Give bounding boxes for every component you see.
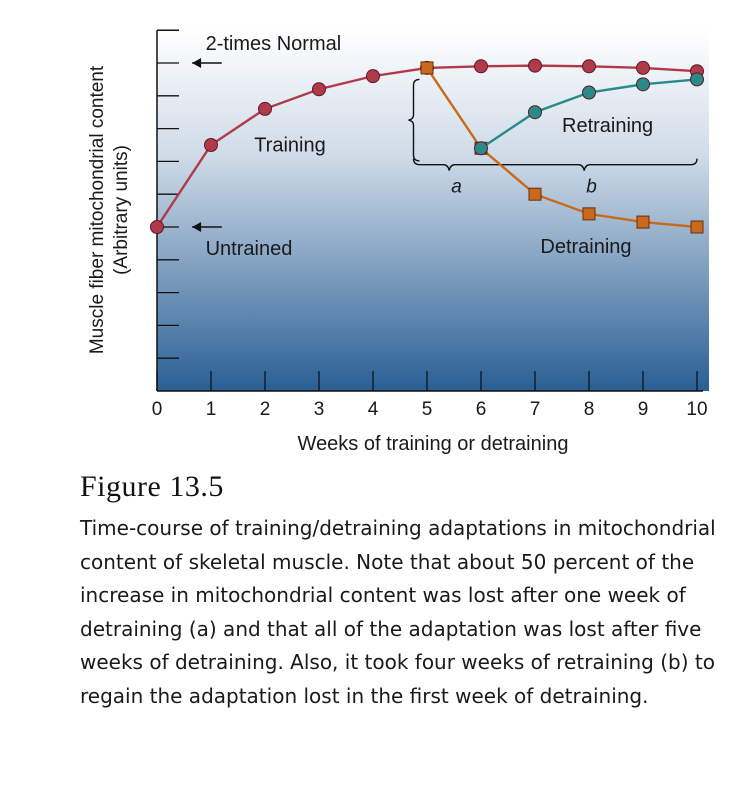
- x-tick-label: 3: [314, 399, 325, 420]
- data-point: [636, 215, 650, 229]
- x-tick-label: 9: [638, 399, 649, 420]
- data-point: [582, 59, 596, 74]
- x-tick-label: 4: [368, 399, 379, 420]
- x-axis-label: Weeks of training or detraining: [298, 433, 569, 455]
- annotation-two-times-normal: 2-times Normal: [206, 33, 342, 55]
- data-point: [204, 138, 218, 152]
- series-line-detraining: [426, 67, 698, 229]
- data-point: [474, 59, 488, 74]
- series-label-detraining: Detraining: [540, 236, 631, 258]
- x-tick-label: 0: [152, 399, 163, 420]
- y-axis-label: Muscle fiber mitochondrial content: [87, 65, 108, 354]
- data-point: [528, 105, 542, 120]
- x-tick-label: 7: [530, 399, 541, 420]
- data-point: [366, 69, 380, 84]
- x-tick-label: 6: [476, 399, 487, 420]
- data-point: [150, 220, 164, 234]
- series-label-training: Training: [254, 135, 326, 157]
- brace-a-horizontal: [412, 158, 481, 171]
- x-tick-label: 10: [686, 399, 707, 420]
- x-tick-label: 1: [206, 399, 217, 420]
- arrow-head: [192, 222, 202, 232]
- data-point: [582, 207, 596, 221]
- data-point: [420, 61, 434, 75]
- data-point: [636, 60, 650, 75]
- series-label-retraining: Retraining: [562, 115, 653, 137]
- figure-caption: Time-course of training/detraining adapt…: [80, 516, 716, 708]
- data-point: [582, 85, 596, 100]
- brace-a-vertical: [408, 78, 420, 162]
- data-point: [312, 82, 326, 97]
- data-point: [528, 187, 542, 201]
- chart: 0 1 2 3 4 5 6 7 8 9 10 2-times Normal Untrained a b T…: [87, 29, 709, 455]
- series-labels: Training Detraining Retraining: [254, 115, 653, 258]
- figure-title: Figure 13.5: [80, 470, 224, 503]
- brace-b-horizontal: [481, 158, 698, 171]
- series-layer: [150, 58, 704, 234]
- data-point: [258, 101, 272, 116]
- data-point: [690, 72, 704, 87]
- x-tick-label: 2: [260, 399, 271, 420]
- annotation-b: b: [586, 177, 597, 198]
- data-point: [636, 77, 650, 92]
- axes: 0 1 2 3 4 5 6 7 8 9 10: [152, 29, 708, 420]
- data-point: [474, 141, 488, 156]
- y-axis-sublabel: (Arbitrary units): [111, 145, 132, 275]
- data-point: [690, 220, 704, 234]
- annotation-untrained: Untrained: [206, 238, 293, 260]
- arrow-head: [192, 58, 202, 68]
- annotations: 2-times Normal Untrained a b: [192, 33, 698, 260]
- data-point: [528, 58, 542, 73]
- plot-background: [157, 29, 709, 391]
- x-tick-label: 8: [584, 399, 595, 420]
- annotation-a: a: [451, 177, 462, 198]
- x-tick-label: 5: [422, 399, 433, 420]
